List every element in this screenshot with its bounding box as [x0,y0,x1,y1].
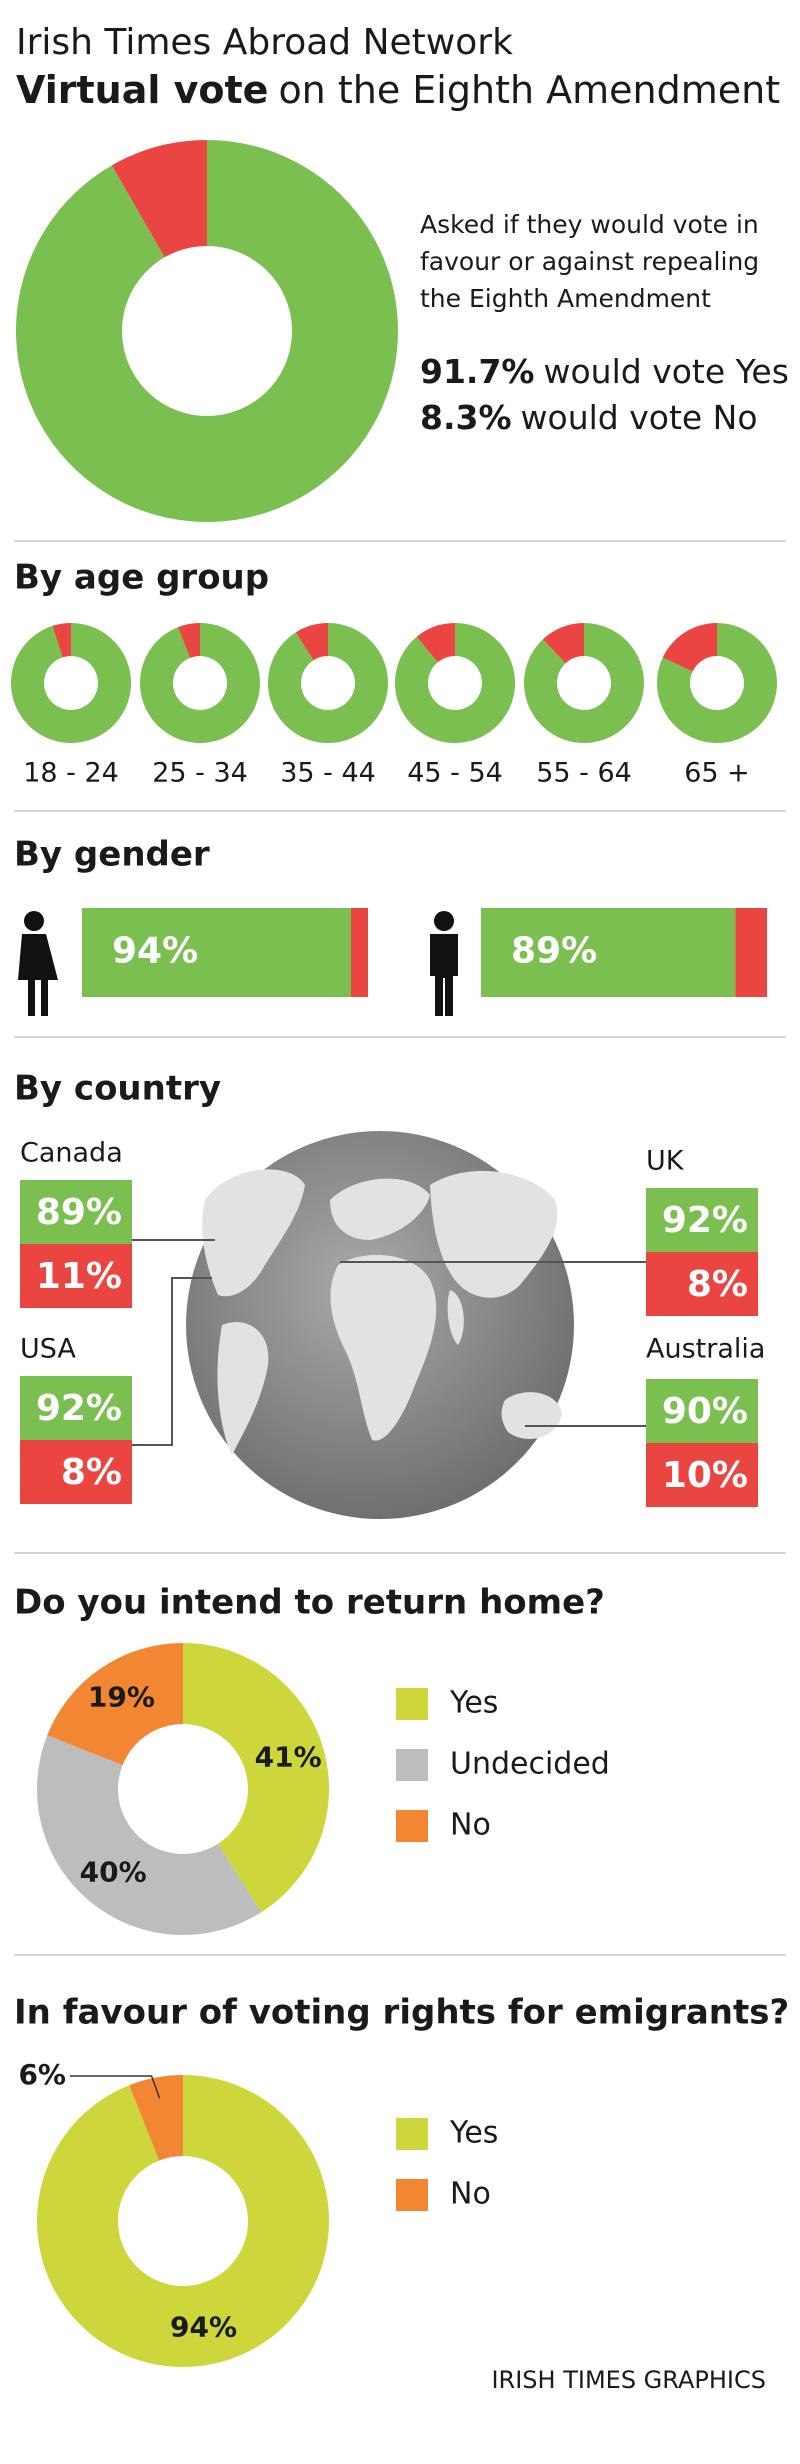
legend-label: Yes [449,2116,498,2151]
country-value: 10% [662,1455,748,1496]
globe [186,1131,574,1519]
result-value: 8.3% [420,398,512,437]
donut-slice [177,623,200,658]
legend-swatch [396,1688,428,1720]
donut-slice [47,1643,184,1766]
country-name: UK [646,1146,685,1177]
network-name: Irish Times Abroad Network [16,22,513,63]
result-line: 8.3% would vote No [420,398,758,437]
country-box [20,1440,132,1504]
result-text: would vote No [521,398,758,437]
age-label: 65 + [684,758,750,789]
donut-slice [37,2075,330,2367]
legend-label: No [450,1808,491,1843]
slice-label: 6% [18,2058,66,2091]
legend-label: Yes [449,1686,498,1721]
donut-slice [416,623,455,663]
legend-swatch [396,1749,428,1781]
legend-label: No [450,2177,491,2212]
legend-swatch [396,1810,428,1842]
age-label: 35 - 44 [280,758,376,789]
slice-label: 41% [255,1740,322,1773]
bar-segment [481,908,736,997]
country-box [646,1443,758,1507]
bar-segment [350,908,368,997]
legend-label: Undecided [450,1747,610,1782]
country-value: 89% [36,1192,122,1233]
country-box [20,1244,132,1308]
country-box [646,1188,758,1252]
country-box [646,1379,758,1443]
result-line: 91.7% would vote Yes [420,352,789,391]
bar-label: 89% [511,931,597,972]
donut-slice [52,623,71,658]
donut-slice [10,623,131,743]
legend-swatch [396,2179,428,2211]
donut-slice [395,623,516,744]
slice-label: 19% [88,1680,155,1713]
description-line: Asked if they would vote in [420,210,759,239]
country-name: Australia [646,1334,765,1365]
country-box [646,1252,758,1316]
section-title: Do you intend to return home? [14,1583,605,1623]
description-line: favour or against repealing [420,247,759,276]
footer-credit: IRISH TIMES GRAPHICS [491,2366,766,2394]
main-title: Virtual vote on the Eighth Amendment [16,68,780,112]
slice-label: 94% [170,2311,237,2344]
result-value: 91.7% [420,352,535,391]
donut-slice [15,140,398,522]
country-name: USA [20,1334,76,1365]
title-rest: on the Eighth Amendment [278,68,780,112]
age-label: 25 - 34 [152,758,248,789]
section-title: By country [14,1069,221,1109]
country-value: 8% [61,1452,122,1493]
donut-slice [542,623,584,664]
male-icon [430,911,458,1016]
country-value: 8% [687,1264,748,1305]
section-title: In favour of voting rights for emigrants… [14,1993,789,2033]
donut-slice [129,2075,183,2161]
country-value: 92% [36,1388,122,1429]
country-box [20,1180,132,1244]
slice-label: 40% [80,1855,147,1888]
leader-lines [132,1239,646,1446]
label-leader [70,2075,161,2099]
section-title: By gender [14,835,210,875]
donut-slice [111,140,207,258]
donut-slice [268,623,389,744]
donut-slice [657,623,777,743]
age-label: 18 - 24 [23,758,119,789]
section-title: By age group [14,558,269,598]
result-text: would vote Yes [544,352,789,391]
country-value: 90% [662,1391,748,1432]
bar-segment [82,908,351,997]
female-icon [18,911,58,1016]
donut-slice [36,1735,262,1935]
title-bold: Virtual vote [16,68,268,112]
bar-label: 94% [112,931,198,972]
donut-slice [524,623,644,744]
bar-segment [735,908,767,997]
legend-swatch [396,2118,428,2150]
country-value: 92% [662,1200,748,1241]
age-label: 55 - 64 [536,758,632,789]
donut-slice [183,1643,329,1913]
country-box [20,1376,132,1440]
country-name: Canada [20,1138,123,1169]
donut-slice [295,623,328,661]
description-line: the Eighth Amendment [420,284,711,313]
donut-slice [662,623,717,672]
donut-slice [140,623,261,743]
age-label: 45 - 54 [407,758,503,789]
country-value: 11% [36,1256,122,1297]
